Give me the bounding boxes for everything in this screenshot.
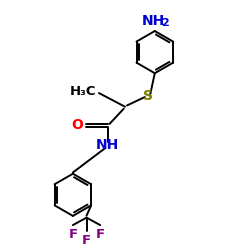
Text: F: F bbox=[96, 228, 105, 240]
Text: F: F bbox=[68, 228, 78, 240]
Text: O: O bbox=[71, 118, 83, 132]
Text: NH: NH bbox=[142, 14, 165, 28]
Text: F: F bbox=[82, 234, 91, 247]
Text: 2: 2 bbox=[162, 18, 169, 28]
Text: H₃C: H₃C bbox=[70, 85, 96, 98]
Text: S: S bbox=[143, 88, 153, 102]
Text: NH: NH bbox=[96, 138, 119, 152]
